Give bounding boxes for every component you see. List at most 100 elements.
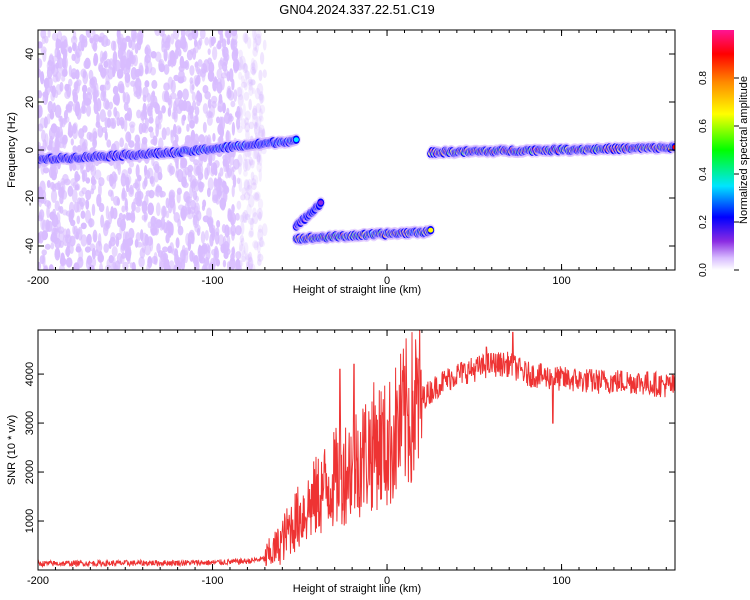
- heatmap-cell: [205, 110, 213, 119]
- heatmap-cell: [258, 124, 265, 138]
- heatmap-cell: [182, 88, 189, 101]
- heatmap-cell: [167, 107, 172, 117]
- heatmap-cell: [177, 127, 182, 134]
- heatmap-cell: [247, 194, 255, 208]
- heatmap-cell: [254, 191, 261, 201]
- heatmap-cell: [170, 223, 174, 236]
- heatmap-cell: [85, 177, 91, 184]
- heatmap-cell: [219, 197, 227, 210]
- heatmap-cell: [238, 106, 243, 121]
- heatmap-cell: [244, 180, 250, 192]
- heatmap-cell: [145, 190, 152, 197]
- heatmap-cell: [72, 42, 77, 52]
- heatmap-cell: [257, 224, 263, 233]
- heatmap-cell: [186, 135, 192, 143]
- heatmap-cell: [74, 173, 81, 182]
- heatmap-cell: [230, 100, 236, 108]
- heatmap-cell: [100, 214, 105, 228]
- heatmap-cell: [120, 242, 126, 251]
- heatmap-cell: [161, 127, 167, 140]
- heatmap-cell: [78, 190, 85, 197]
- heatmap-cell: [258, 168, 262, 182]
- heatmap-cell: [181, 169, 187, 181]
- heatmap-cell: [47, 100, 54, 114]
- heatmap-cell: [253, 31, 257, 44]
- heatmap-cell: [90, 175, 96, 185]
- heatmap-cell: [128, 51, 134, 64]
- heatmap-cell: [150, 227, 158, 235]
- heatmap-cell: [240, 221, 245, 236]
- heatmap-cell: [252, 212, 259, 225]
- heatmap-cell: [261, 129, 266, 140]
- heatmap-cell: [114, 92, 121, 106]
- heatmap-cell: [161, 90, 168, 103]
- heatmap-cell: [232, 58, 240, 72]
- heatmap-cell: [222, 48, 226, 58]
- heatmap-cell: [144, 234, 149, 246]
- heatmap-cell: [219, 31, 224, 44]
- heatmap-cell: [252, 47, 258, 57]
- heatmap-cell: [78, 197, 86, 207]
- heatmap-cell: [42, 167, 50, 174]
- heatmap-cell: [67, 185, 74, 197]
- heatmap-cell: [231, 121, 236, 136]
- heatmap-cell: [39, 71, 45, 85]
- heatmap-cell: [61, 68, 68, 78]
- y-tick-label: 20: [24, 96, 36, 108]
- heatmap-cell: [211, 227, 216, 241]
- heatmap-cell: [212, 132, 216, 142]
- x-tick-label: -200: [27, 275, 49, 287]
- heatmap-cell: [98, 250, 103, 263]
- heatmap-cell: [192, 47, 197, 60]
- y-tick-label: 40: [24, 48, 36, 60]
- heatmap-cell: [182, 114, 187, 121]
- heatmap-cell: [244, 213, 251, 220]
- y-tick-label: -20: [24, 190, 36, 206]
- heatmap-cell: [46, 205, 50, 219]
- heatmap-cell: [127, 237, 134, 247]
- heatmap-cell: [88, 69, 94, 81]
- heatmap-cell: [114, 260, 121, 270]
- heatmap-cell: [76, 144, 82, 153]
- heatmap-cell: [247, 76, 253, 85]
- y-tick-label: 4000: [24, 362, 36, 386]
- heatmap-cell: [132, 31, 139, 39]
- heatmap-cell: [210, 36, 215, 47]
- heatmap-cell: [244, 150, 251, 158]
- heatmap-cell: [65, 245, 71, 258]
- track-core: [672, 144, 675, 150]
- heatmap-cell: [62, 57, 67, 67]
- snr-line: [38, 330, 675, 569]
- heatmap-cell: [170, 79, 176, 94]
- heatmap-cell: [120, 173, 127, 187]
- heatmap-cell: [256, 153, 261, 163]
- heatmap-cell: [50, 181, 55, 190]
- heatmap-cell: [109, 173, 114, 187]
- heatmap-cell: [226, 107, 230, 116]
- heatmap-cell: [138, 122, 144, 135]
- heatmap-cell: [52, 102, 56, 113]
- colorbar-tick-label: 0.8: [698, 71, 709, 85]
- heatmap-cell: [250, 171, 255, 181]
- heatmap-cell: [236, 177, 241, 185]
- heatmap-cell: [48, 127, 56, 140]
- heatmap-cell: [248, 230, 254, 238]
- heatmap-cell: [136, 241, 143, 248]
- heatmap-cell: [98, 64, 104, 73]
- spectrogram-ylabel: Frequency (Hz): [6, 112, 18, 188]
- heatmap-cell: [254, 33, 262, 46]
- heatmap-cell: [206, 137, 211, 145]
- heatmap-cell: [189, 65, 195, 76]
- heatmap-cell: [120, 57, 125, 71]
- heatmap-cell: [110, 232, 116, 242]
- heatmap-cell: [219, 167, 224, 177]
- heatmap-cell: [71, 188, 78, 203]
- heatmap-cell: [254, 87, 261, 100]
- heatmap-cell: [40, 30, 47, 39]
- heatmap-cell: [108, 101, 114, 110]
- heatmap-cell: [87, 87, 92, 96]
- heatmap-cell: [68, 121, 72, 133]
- heatmap-cell: [258, 93, 264, 101]
- heatmap-cell: [142, 86, 149, 98]
- heatmap-cell: [241, 187, 247, 196]
